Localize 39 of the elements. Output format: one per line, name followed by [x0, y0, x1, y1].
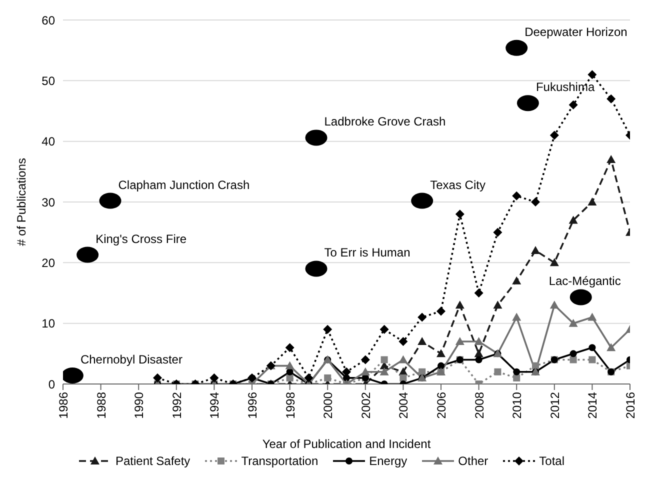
x-tick-label: 1990	[132, 392, 146, 419]
x-tick-label: 1994	[208, 392, 222, 419]
annotation: King's Cross Fire	[96, 232, 187, 246]
y-axis-title: # of Publications	[14, 158, 28, 246]
annotation: To Err is Human	[324, 246, 410, 260]
legend-label: Transportation	[241, 454, 318, 468]
annotation: Deepwater Horizon	[524, 24, 628, 39]
legend-label: Other	[458, 454, 488, 468]
annotation: Texas City	[430, 178, 486, 192]
annotation: Clapham Junction Crash	[118, 178, 250, 192]
x-tick-label: 2006	[434, 392, 449, 419]
x-axis-title: Year of Publication and Incident	[262, 437, 432, 451]
annotation: Fukushima	[536, 80, 595, 94]
x-tick-label: 1992	[170, 392, 184, 419]
annotation: Chernobyl Disaster	[80, 352, 182, 367]
x-tick-label: 1986	[56, 392, 71, 419]
x-tick-label: 2016	[624, 392, 638, 419]
x-tick-label: 2008	[472, 392, 486, 419]
x-tick-label: 1988	[94, 392, 108, 419]
y-tick-label: 50	[42, 74, 56, 88]
x-tick-label: 2002	[358, 392, 373, 419]
x-tick-label: 2010	[510, 392, 524, 419]
y-tick-label: 0	[48, 377, 56, 392]
legend-label: Patient Safety	[115, 454, 190, 468]
x-tick-label: 2000	[321, 392, 336, 419]
legend-label: Total	[539, 454, 565, 468]
y-tick-label: 20	[42, 256, 56, 270]
legend-label: Energy	[369, 454, 408, 468]
y-tick-label: 40	[42, 134, 56, 149]
x-tick-label: 1998	[283, 392, 298, 419]
x-tick-label: 2014	[586, 392, 600, 419]
y-tick-label: 30	[42, 195, 56, 210]
y-tick-label: 10	[42, 316, 56, 331]
x-tick-label: 1996	[246, 392, 260, 419]
y-tick-label: 60	[42, 13, 56, 28]
annotation: Lac-Mégantic	[548, 274, 621, 288]
x-tick-label: 2012	[548, 392, 562, 419]
annotation: Ladbroke Grove Crash	[324, 114, 446, 129]
x-tick-label: 2004	[396, 392, 411, 419]
